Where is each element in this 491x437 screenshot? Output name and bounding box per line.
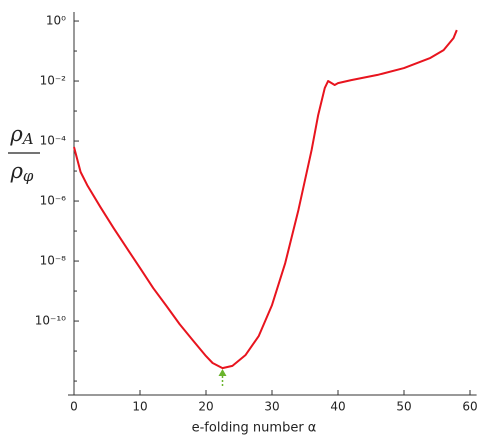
y-label-sub: A [21,130,34,148]
y-label-symbol: ρ [9,122,23,146]
y-label-numerator: ρA [9,122,33,149]
y-tick-label: 10⁻² [40,74,67,88]
x-tick-label: 50 [396,400,411,414]
y-label-sub: φ [23,167,34,185]
x-tick-label: 20 [198,400,213,414]
y-label-symbol: ρ [10,159,24,183]
y-tick-label: 10⁰ [46,14,66,28]
y-tick-label: 10⁻⁶ [40,194,67,208]
x-tick-label: 40 [330,400,345,414]
x-tick-label: 60 [462,400,477,414]
data-line [73,29,458,370]
y-label-denominator: ρφ [10,159,34,186]
x-tick-label: 30 [264,400,279,414]
x-tick-label: 0 [70,400,78,414]
x-axis-label: e-folding number α [192,421,317,436]
y-tick-label: 10⁻⁴ [40,134,67,148]
y-tick-label: 10⁻¹⁰ [35,314,66,328]
marker-arrow [218,369,227,386]
x-tick-label: 10 [132,400,147,414]
y-tick-label: 10⁻⁸ [40,254,67,268]
